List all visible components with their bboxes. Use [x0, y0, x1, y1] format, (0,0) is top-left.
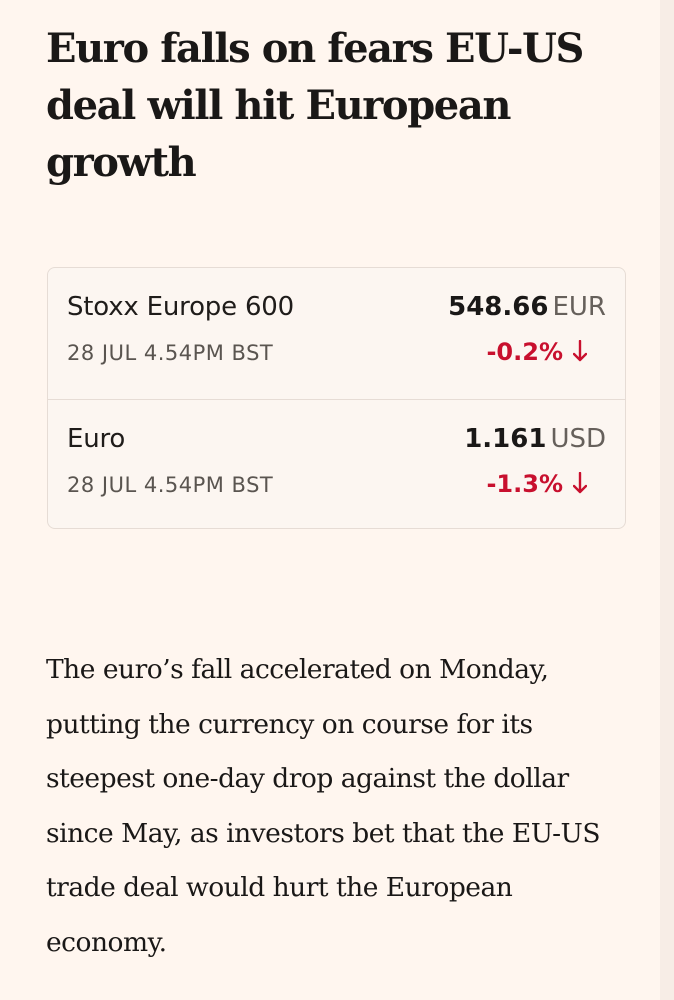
- arrow-down-icon: [573, 472, 587, 494]
- quote-change: -1.3%: [486, 470, 587, 498]
- quote-currency: USD: [550, 424, 606, 454]
- quote-price-value: 548.66: [448, 292, 549, 322]
- quote-name[interactable]: Euro: [67, 424, 126, 454]
- quote-change-value: -1.3%: [486, 470, 563, 498]
- article-headline: Euro falls on fears EU-US deal will hit …: [46, 25, 584, 186]
- quote-price: 548.66 EUR: [448, 292, 606, 322]
- market-quotes-panel: Stoxx Europe 600 28 JUL 4.54PM BST 548.6…: [47, 267, 626, 529]
- arrow-down-icon: [573, 340, 587, 362]
- quote-change: -0.2%: [486, 338, 587, 366]
- quote-name[interactable]: Stoxx Europe 600: [67, 292, 294, 322]
- quote-price-value: 1.161: [464, 424, 547, 454]
- article-page: Euro falls on fears EU-US deal will hit …: [46, 25, 626, 958]
- quote-row-euro[interactable]: Euro 28 JUL 4.54PM BST 1.161 USD -1.3%: [48, 399, 625, 528]
- quote-currency: EUR: [552, 292, 606, 322]
- quote-timestamp: 28 JUL 4.54PM BST: [67, 473, 274, 497]
- page-edge: [660, 0, 674, 1000]
- quote-row-stoxx[interactable]: Stoxx Europe 600 28 JUL 4.54PM BST 548.6…: [48, 268, 625, 399]
- quote-timestamp: 28 JUL 4.54PM BST: [67, 341, 274, 365]
- article-body-paragraph: The euro’s fall accelerated on Monday, p…: [46, 654, 601, 958]
- quote-price: 1.161 USD: [464, 424, 606, 454]
- quote-change-value: -0.2%: [486, 338, 563, 366]
